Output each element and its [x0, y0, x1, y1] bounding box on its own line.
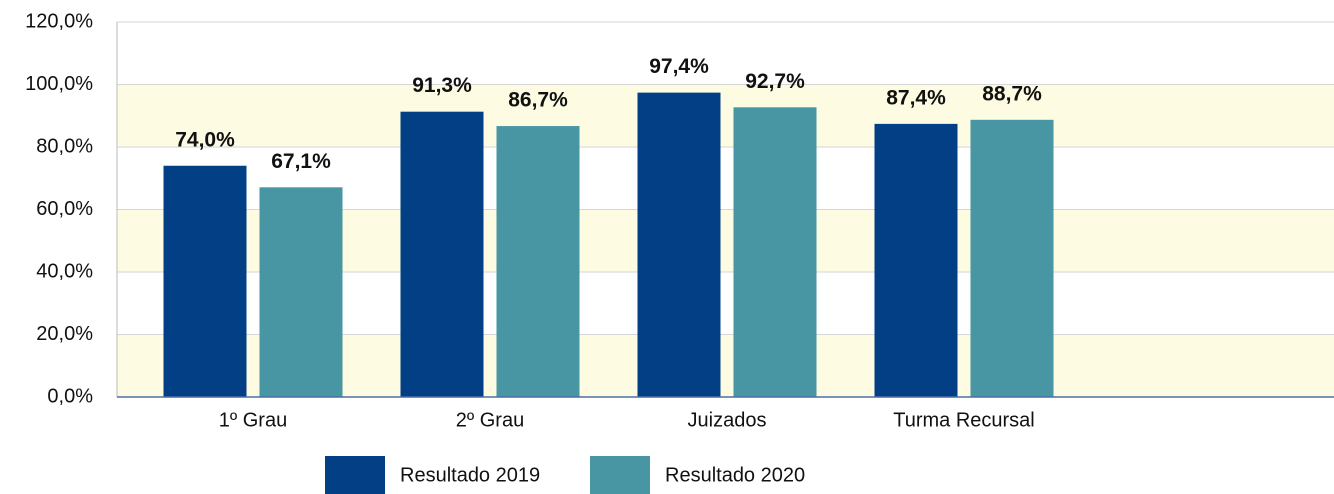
y-tick-label: 120,0%	[25, 10, 93, 32]
data-label: 92,7%	[745, 70, 805, 93]
x-tick-label: 2º Grau	[456, 409, 524, 431]
x-tick-label: Juizados	[688, 409, 767, 431]
y-tick-label: 20,0%	[36, 323, 93, 345]
data-label: 91,3%	[412, 74, 472, 97]
bar	[970, 119, 1054, 397]
x-tick-label: 1º Grau	[219, 409, 287, 431]
legend-swatch	[325, 456, 385, 494]
y-tick-label: 60,0%	[36, 198, 93, 220]
bar	[637, 92, 721, 397]
legend-swatch	[590, 456, 650, 494]
data-label: 88,7%	[982, 82, 1042, 105]
y-tick-label: 40,0%	[36, 260, 93, 282]
bar	[733, 107, 817, 397]
data-label: 97,4%	[649, 55, 709, 78]
band	[117, 84, 1334, 147]
bar	[400, 111, 484, 397]
bar	[163, 165, 247, 397]
y-tick-label: 100,0%	[25, 73, 93, 95]
data-label: 74,0%	[175, 128, 235, 151]
legend-label: Resultado 2019	[400, 464, 540, 486]
y-tick-label: 80,0%	[36, 135, 93, 157]
legend-label: Resultado 2020	[665, 464, 805, 486]
y-tick-label: 0,0%	[47, 385, 93, 407]
bar	[496, 126, 580, 397]
bar	[874, 123, 958, 397]
bar	[259, 187, 343, 397]
data-label: 86,7%	[508, 89, 568, 112]
data-label: 87,4%	[886, 86, 946, 109]
x-tick-label: Turma Recursal	[893, 409, 1035, 431]
data-label: 67,1%	[271, 150, 331, 173]
